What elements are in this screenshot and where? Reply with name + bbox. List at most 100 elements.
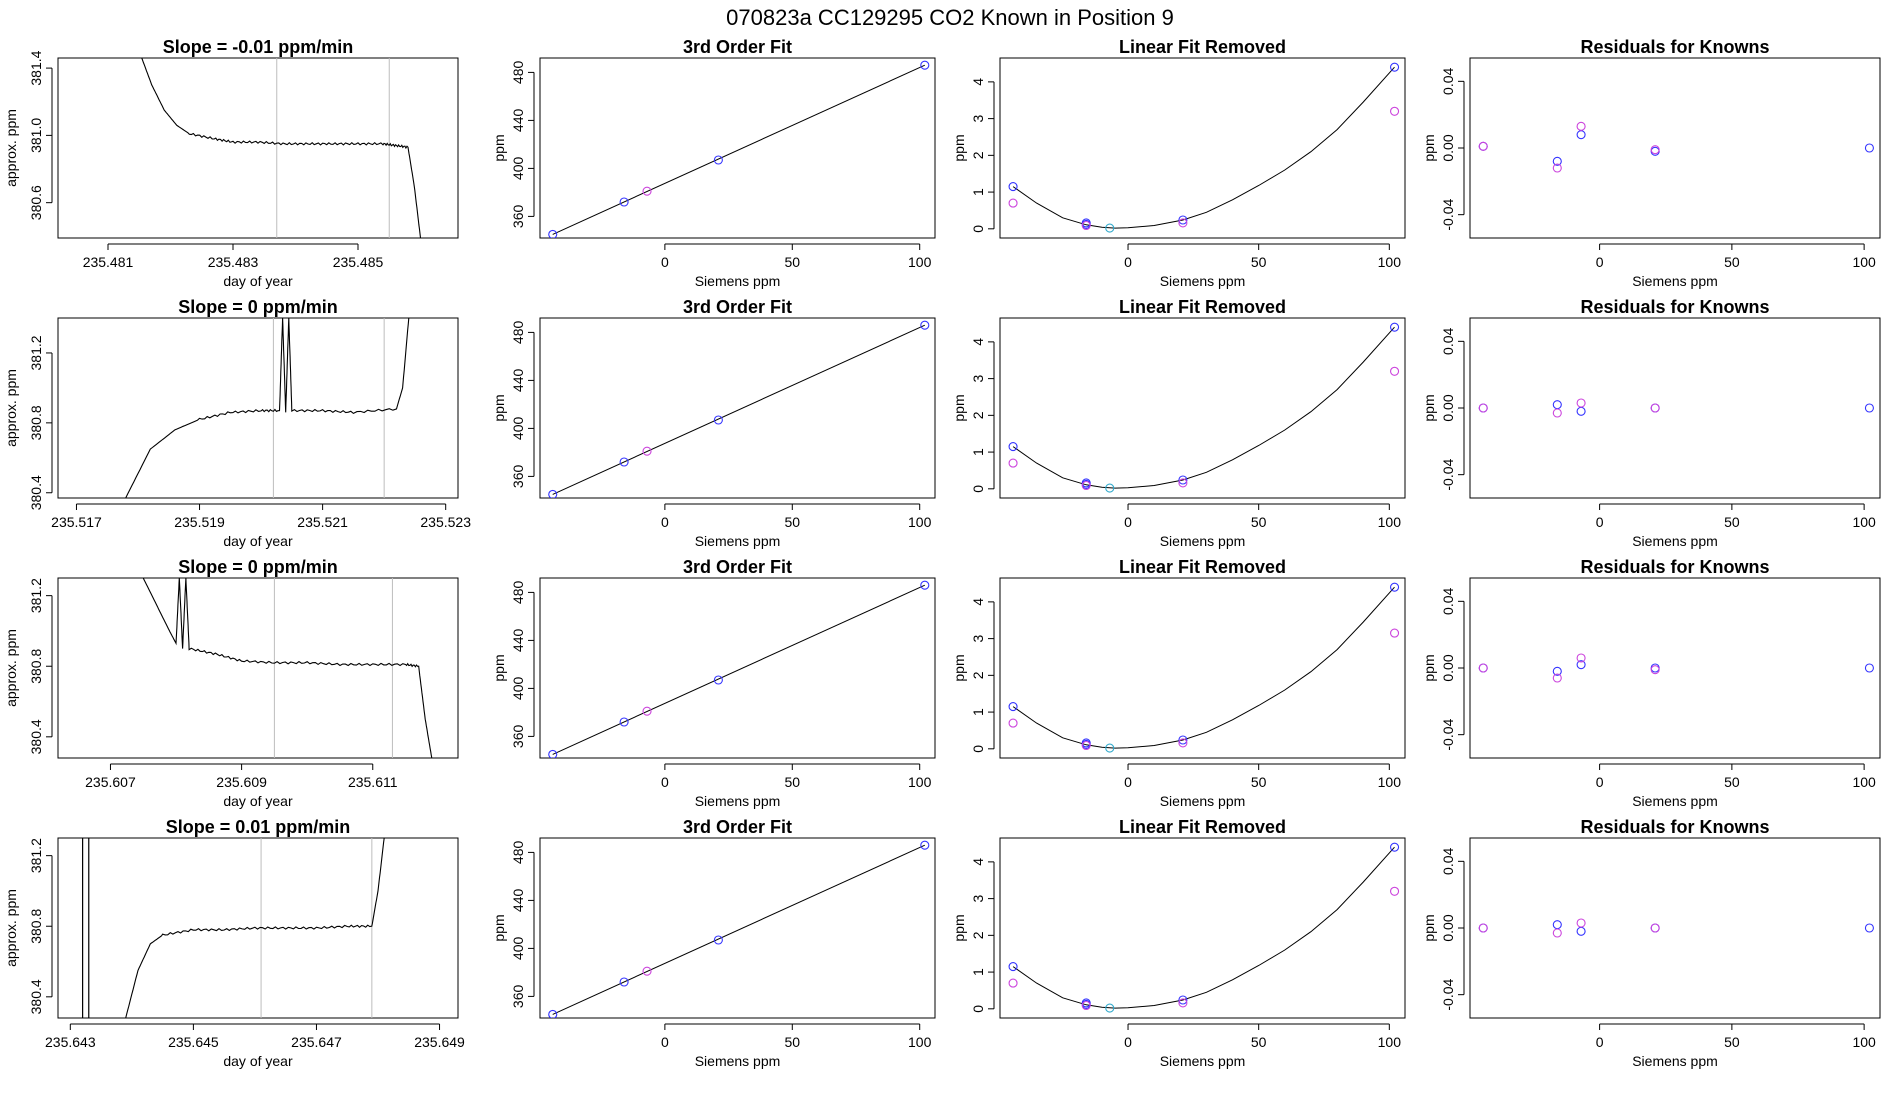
y-tick-label: 380.8 <box>28 649 44 684</box>
y-tick-label: 360 <box>510 465 526 489</box>
x-tick-label: 235.647 <box>291 1034 342 1050</box>
data-point-blue <box>1864 403 1874 413</box>
plot-area <box>1008 322 1400 493</box>
x-tick-label: 100 <box>908 1034 932 1050</box>
y-tick-label: 2 <box>970 151 986 159</box>
y-tick-label: 0.00 <box>1440 914 1456 941</box>
panel-3-0: Slope = 0.01 ppm/min 235.643 235.645 235.64… <box>3 817 465 1069</box>
x-tick-label: 0 <box>1596 1034 1604 1050</box>
plot-area <box>548 60 930 238</box>
plot-frame <box>1469 837 1881 1019</box>
plot-area <box>125 318 410 498</box>
data-point-blue <box>1576 130 1586 140</box>
data-point-blue <box>1008 962 1018 972</box>
panel-title: Residuals for Knowns <box>1580 557 1769 577</box>
data-point-magenta <box>1178 218 1188 228</box>
plot-frame <box>539 57 936 239</box>
data-point-blue <box>1081 218 1091 228</box>
data-point-blue <box>1389 322 1400 332</box>
data-point-blue <box>713 415 723 425</box>
y-tick-label: 0.04 <box>1440 847 1456 874</box>
plot-frame <box>539 317 936 499</box>
data-point-blue <box>619 977 629 987</box>
data-point-blue <box>619 457 629 467</box>
fit-curve <box>1012 326 1395 489</box>
data-point-magenta <box>642 186 652 196</box>
data-point-magenta <box>1576 398 1586 408</box>
y-tick-label: 380.4 <box>28 475 44 510</box>
y-tick-label: 3 <box>970 635 986 643</box>
x-axis-label: Siemens ppm <box>1632 533 1718 549</box>
y-axis-label: approx. ppm <box>3 109 19 187</box>
x-tick-label: 0 <box>1596 774 1604 790</box>
y-axis-label: ppm <box>951 654 967 681</box>
x-tick-label: 0 <box>1124 514 1132 530</box>
x-tick-label: 100 <box>908 774 932 790</box>
y-axis-label: ppm <box>491 394 507 421</box>
x-tick-label: 50 <box>1251 774 1267 790</box>
y-tick-label: 381.0 <box>28 118 44 153</box>
x-tick-label: 235.649 <box>414 1034 465 1050</box>
data-point-magenta <box>1552 408 1562 418</box>
x-tick-label: 50 <box>1724 514 1740 530</box>
y-tick-label: 1 <box>970 708 986 716</box>
x-axis-label: Siemens ppm <box>1632 793 1718 809</box>
panel-title: Linear Fit Removed <box>1119 37 1286 57</box>
data-point-blue <box>1178 215 1188 225</box>
data-point-magenta <box>1552 673 1562 683</box>
panel-title: Linear Fit Removed <box>1119 817 1286 837</box>
x-tick-label: 50 <box>1251 1034 1267 1050</box>
y-tick-label: 0.00 <box>1440 134 1456 161</box>
x-tick-label: 50 <box>785 1034 801 1050</box>
y-tick-label: 360 <box>510 725 526 749</box>
y-tick-label: 381.2 <box>28 335 44 370</box>
y-tick-label: 1 <box>970 968 986 976</box>
x-axis-label: day of year <box>223 533 293 549</box>
data-point-magenta <box>1576 918 1586 928</box>
panel-title: Slope = -0.01 ppm/min <box>163 37 354 57</box>
data-point-blue <box>920 580 930 590</box>
data-point-blue <box>1552 156 1562 166</box>
x-tick-label: 235.645 <box>168 1034 219 1050</box>
y-axis-label: ppm <box>1421 914 1437 941</box>
data-point-blue <box>548 749 558 758</box>
data-point-blue <box>1389 62 1400 72</box>
y-tick-label: -0.04 <box>1440 459 1456 491</box>
x-tick-label: 235.483 <box>208 254 259 270</box>
data-point-blue <box>1576 660 1586 670</box>
plot-frame <box>999 577 1406 759</box>
data-point-magenta <box>642 706 652 716</box>
fit-curve <box>1012 586 1395 749</box>
panel-title: 3rd Order Fit <box>683 37 792 57</box>
plot-frame <box>57 317 459 499</box>
panel-3-1: 3rd Order Fit 0 50 100 Siemens ppm 360 400 440 4… <box>491 817 936 1069</box>
x-tick-label: 100 <box>1852 254 1876 270</box>
x-tick-label: 50 <box>785 514 801 530</box>
plot-area <box>1478 398 1874 418</box>
panel-2-3: Residuals for Knowns 0 50 100 Siemens ppm -0.… <box>1421 557 1881 809</box>
y-tick-label: 381.2 <box>28 578 44 613</box>
data-point-blue <box>548 1009 558 1018</box>
y-axis-label: ppm <box>491 134 507 161</box>
data-point-blue <box>1081 998 1091 1008</box>
fit-curve <box>552 324 926 495</box>
plot-frame <box>1469 317 1881 499</box>
data-point-blue <box>1864 923 1874 933</box>
data-point-blue <box>920 60 930 70</box>
plot-frame <box>999 837 1406 1019</box>
y-axis-label: ppm <box>951 134 967 161</box>
data-point-magenta <box>1478 403 1488 413</box>
data-point-blue <box>1552 920 1562 930</box>
y-tick-label: 4 <box>970 598 986 606</box>
data-point-blue <box>1008 442 1018 452</box>
fit-curve <box>552 844 926 1015</box>
data-point-magenta <box>1008 198 1018 208</box>
data-point-blue <box>713 675 723 685</box>
y-axis-label: ppm <box>951 394 967 421</box>
data-point-blue <box>1178 735 1188 745</box>
y-axis-label: ppm <box>491 914 507 941</box>
x-tick-label: 0 <box>661 774 669 790</box>
data-point-magenta <box>1576 653 1586 663</box>
y-tick-label: 0.04 <box>1440 67 1456 94</box>
data-point-blue <box>1081 478 1091 488</box>
